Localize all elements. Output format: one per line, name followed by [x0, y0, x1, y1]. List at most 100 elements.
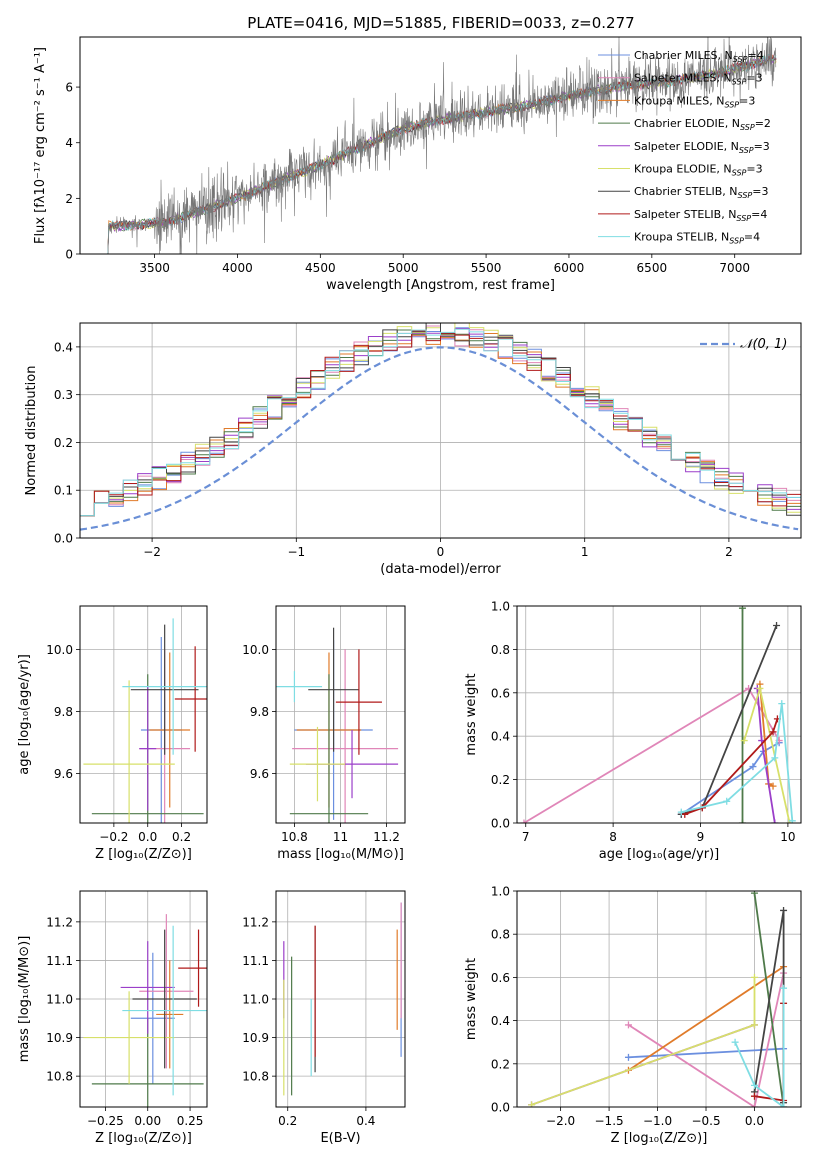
- y-tick-label: 11.0: [242, 993, 269, 1007]
- axes-weight_vs_Z: −2.0 −1.5 −1.0 −0.5 0.0 0.0 0.2 0.4 0.6 0.8 1.0 Z […: [464, 885, 802, 1146]
- y-axis-label: Normed distribution: [24, 366, 39, 496]
- x-tick-label: 0.2: [278, 1114, 297, 1128]
- y-tick-label: 0.0: [491, 1101, 510, 1115]
- series-marker: [771, 819, 779, 823]
- y-tick-label: 1.0: [491, 600, 510, 614]
- axes-residuals: −2 −1 0 1 2 0.0 0.1 0.2 0.3 0.4 (data-model)/error…: [24, 322, 802, 577]
- x-tick-label: 9: [697, 830, 705, 844]
- x-tick-label: 4500: [305, 261, 336, 275]
- series-marker: [750, 891, 758, 897]
- x-tick-label: 1: [581, 545, 589, 559]
- errorbar-point: [289, 674, 369, 823]
- series-line: [627, 965, 785, 1072]
- weight-series: [528, 973, 758, 1107]
- errorbar-point: [139, 686, 157, 811]
- x-tick-label: 3500: [139, 261, 170, 275]
- errorbar-point: [174, 646, 207, 752]
- series-marker: [788, 817, 796, 823]
- plot-area: [83, 914, 207, 1107]
- series-marker: [750, 1103, 758, 1107]
- x-tick-label: −1.0: [643, 1114, 672, 1128]
- errorbar-point: [122, 618, 207, 755]
- errorbar-point: [83, 991, 175, 1084]
- x-tick-label: 0.25: [177, 1114, 204, 1128]
- axes-frame: [275, 890, 406, 1108]
- axes-frame: [516, 605, 802, 824]
- plot-area: [528, 891, 788, 1107]
- legend-entry: Salpeter ELODIE, NSSP=3: [634, 140, 770, 155]
- grid: [517, 605, 801, 824]
- series-marker: [771, 754, 779, 762]
- series-line: [734, 988, 785, 1107]
- series-marker: [520, 819, 528, 823]
- series-marker: [750, 1092, 758, 1100]
- series-line: [628, 972, 785, 1107]
- x-tick-label: −2.0: [546, 1114, 575, 1128]
- y-tick-label: 0.2: [491, 773, 510, 787]
- errorbar-point: [335, 649, 382, 755]
- errorbar-point: [308, 627, 359, 752]
- series-line: [523, 687, 780, 823]
- y-axis-label: age [log₁₀(age/yr)]: [17, 654, 32, 775]
- series-line: [684, 718, 779, 816]
- errorbar-point: [276, 671, 323, 703]
- grid: [276, 606, 405, 823]
- x-tick-label: −2: [143, 545, 161, 559]
- plot-area: [80, 323, 801, 531]
- series-line: [680, 741, 780, 816]
- y-tick-label: 0.4: [54, 340, 73, 354]
- legend-entry: 𝒩(0, 1): [740, 337, 787, 352]
- x-tick-label: 7: [522, 830, 530, 844]
- x-tick-label: −1: [287, 545, 305, 559]
- y-tick-label: 0.4: [491, 730, 510, 744]
- x-axis-label: Z [log₁₀(Z/Z⊙)]: [95, 847, 192, 862]
- series-marker: [723, 797, 731, 805]
- series-marker: [528, 1101, 536, 1107]
- legend: Chabrier MILES, NSSP=4 Salpeter MILES, NS…: [598, 49, 771, 246]
- weight-series: [677, 622, 781, 818]
- y-tick-label: 0.1: [54, 484, 73, 498]
- y-tick-label: 11.1: [46, 954, 73, 968]
- plot-area: [276, 627, 399, 823]
- x-tick-label: 7000: [719, 261, 750, 275]
- y-axis-label: mass weight: [464, 673, 479, 755]
- x-tick-label: 6000: [554, 261, 585, 275]
- x-tick-label: 8: [609, 830, 617, 844]
- x-tick-label: −1.5: [595, 1114, 624, 1128]
- grid: [80, 323, 801, 539]
- series-marker: [756, 684, 764, 692]
- y-tick-label: 9.6: [54, 767, 73, 781]
- errorbar-point: [91, 1018, 204, 1107]
- series-marker: [731, 1038, 739, 1046]
- series-marker: [624, 1021, 632, 1029]
- legend-entry: Salpeter STELIB, NSSP=4: [634, 208, 767, 223]
- axes-weight_vs_age: 7 8 9 10 0.0 0.2 0.4 0.6 0.8 1.0 age [log₁₀(age/yr…: [464, 600, 802, 862]
- x-tick-label: 0.0: [138, 830, 157, 844]
- series-marker: [749, 763, 757, 771]
- x-tick-label: 0.00: [134, 1114, 161, 1128]
- x-tick-label: −0.2: [99, 830, 128, 844]
- legend-entry: Chabrier MILES, NSSP=4: [634, 49, 764, 64]
- series-marker: [624, 1053, 632, 1061]
- series-marker: [750, 1081, 758, 1089]
- x-tick-label: 10: [780, 830, 795, 844]
- series-marker: [740, 737, 748, 745]
- legend-entry: Kroupa STELIB, NSSP=4: [634, 231, 760, 246]
- series-marker: [769, 728, 777, 736]
- series-marker: [750, 1021, 758, 1029]
- weight-series: [731, 984, 788, 1107]
- y-tick-label: 4: [65, 136, 73, 150]
- legend-entry: Kroupa MILES, NSSP=3: [634, 94, 755, 109]
- y-tick-label: 6: [65, 81, 73, 95]
- y-tick-label: 0.6: [491, 686, 510, 700]
- x-tick-label: 6500: [637, 261, 668, 275]
- y-tick-label: 2: [65, 192, 73, 206]
- x-tick-label: 11: [333, 830, 348, 844]
- y-axis-label: mass [log₁₀(M/M⊙)]: [17, 936, 32, 1063]
- gaussian-curve: [80, 346, 799, 531]
- plot-area: [520, 606, 796, 823]
- y-tick-label: 0.8: [491, 643, 510, 657]
- x-tick-label: 11.2: [373, 830, 400, 844]
- y-tick-label: 0.0: [491, 817, 510, 831]
